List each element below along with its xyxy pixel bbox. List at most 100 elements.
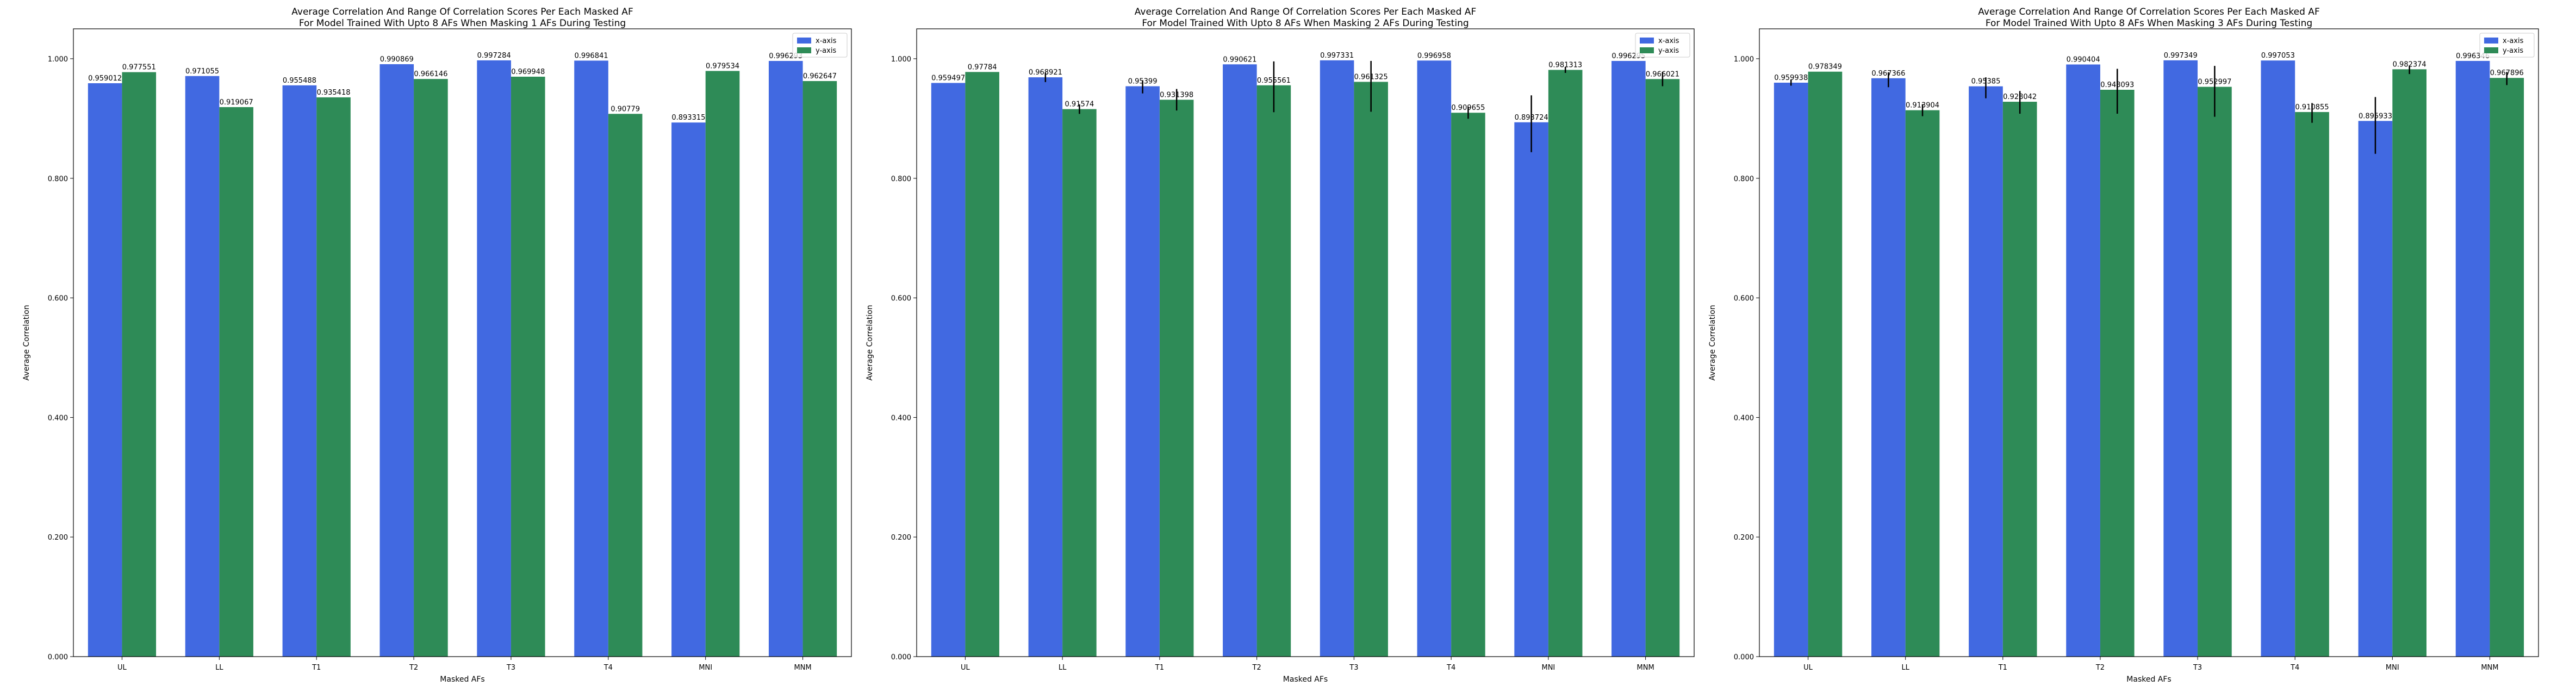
data-label: 0.952997 bbox=[2198, 78, 2231, 86]
y-tick-label: 0.400 bbox=[48, 414, 68, 422]
bar-x-axis-T2 bbox=[1223, 64, 1257, 657]
legend-swatch-x-axis bbox=[2484, 38, 2498, 44]
data-label: 0.955488 bbox=[283, 77, 316, 85]
data-label: 0.913904 bbox=[1906, 102, 1939, 110]
x-tick-label: UL bbox=[1803, 664, 1813, 672]
chart-panel-2: Average Correlation And Range Of Correla… bbox=[866, 7, 1695, 684]
y-tick-label: 0.200 bbox=[891, 534, 911, 542]
y-tick-label: 0.000 bbox=[891, 653, 911, 662]
x-tick-label: UL bbox=[961, 664, 970, 672]
y-tick-label: 0.000 bbox=[48, 653, 68, 662]
x-axis-label: Masked AFs bbox=[2126, 675, 2171, 684]
legend-label: x-axis bbox=[1658, 37, 1679, 45]
x-tick-label: MNI bbox=[699, 664, 712, 672]
bar-x-axis-T1 bbox=[282, 85, 317, 657]
x-tick-label: LL bbox=[1901, 664, 1909, 672]
y-tick-label: 0.800 bbox=[1734, 175, 1754, 183]
data-label: 0.895933 bbox=[2359, 112, 2392, 120]
bar-y-axis-UL bbox=[122, 72, 157, 657]
bar-x-axis-T4 bbox=[2261, 60, 2295, 657]
bar-y-axis-T3 bbox=[2198, 86, 2232, 657]
data-label: 0.967366 bbox=[1871, 70, 1905, 78]
bar-y-axis-MNI bbox=[1548, 70, 1583, 657]
bar-x-axis-T1 bbox=[1125, 86, 1160, 657]
legend-label: y-axis bbox=[1658, 47, 1679, 55]
data-label: 0.931398 bbox=[1160, 91, 1193, 99]
data-label: 0.997349 bbox=[2164, 52, 2198, 60]
y-axis-label: Average Correlation bbox=[1708, 305, 1717, 380]
bar-y-axis-MNI bbox=[705, 71, 740, 657]
bar-x-axis-UL bbox=[931, 83, 966, 657]
legend-label: y-axis bbox=[2503, 47, 2523, 55]
x-tick-label: LL bbox=[1059, 664, 1067, 672]
x-tick-label: T3 bbox=[506, 664, 515, 672]
x-tick-label: T3 bbox=[2193, 664, 2202, 672]
legend-label: y-axis bbox=[816, 47, 836, 55]
bar-y-axis-T2 bbox=[414, 79, 448, 657]
data-label: 0.948093 bbox=[2100, 81, 2134, 89]
data-label: 0.962647 bbox=[803, 72, 837, 81]
data-label: 0.893315 bbox=[671, 114, 705, 122]
bar-y-axis-MNM bbox=[802, 81, 837, 657]
x-tick-label: T4 bbox=[603, 664, 613, 672]
bar-x-axis-T1 bbox=[1969, 86, 2003, 657]
chart-title-line: Average Correlation And Range Of Correla… bbox=[1978, 7, 2319, 17]
chart-title-line: For Model Trained With Upto 8 AFs When M… bbox=[1986, 18, 2312, 29]
chart-title: Average Correlation And Range Of Correla… bbox=[1978, 7, 2319, 29]
x-axis-label: Masked AFs bbox=[440, 675, 484, 684]
bar-x-axis-MNM bbox=[2455, 60, 2490, 657]
bar-x-axis-MNI bbox=[2358, 121, 2393, 657]
bar-x-axis-T4 bbox=[574, 60, 608, 657]
data-label: 0.977551 bbox=[122, 64, 156, 72]
data-label: 0.979534 bbox=[706, 62, 739, 70]
bar-y-axis-LL bbox=[1062, 109, 1097, 657]
bar-x-axis-MNI bbox=[1514, 122, 1548, 657]
bar-x-axis-MNM bbox=[1611, 61, 1646, 657]
data-label: 0.967896 bbox=[2490, 69, 2524, 77]
y-tick-label: 0.000 bbox=[1734, 653, 1754, 662]
bar-x-axis-MNM bbox=[768, 61, 803, 657]
data-label: 0.95385 bbox=[1971, 78, 2001, 86]
bar-x-axis-T3 bbox=[2163, 60, 2198, 657]
data-label: 0.997331 bbox=[1320, 52, 1354, 60]
data-label: 0.909655 bbox=[1451, 104, 1485, 112]
chart-title-line: For Model Trained With Upto 8 AFs When M… bbox=[299, 18, 626, 29]
legend-label: x-axis bbox=[2503, 37, 2524, 45]
data-label: 0.981313 bbox=[1548, 61, 1582, 69]
data-label: 0.966021 bbox=[1646, 70, 1679, 78]
data-label: 0.959012 bbox=[88, 75, 122, 83]
plot-frame bbox=[1759, 28, 2539, 657]
chart-title: Average Correlation And Range Of Correla… bbox=[291, 7, 633, 29]
legend-swatch-y-axis bbox=[1640, 47, 1654, 53]
chart-title-line: For Model Trained With Upto 8 AFs When M… bbox=[1142, 18, 1469, 29]
bar-x-axis-LL bbox=[1028, 77, 1063, 657]
x-tick-label: T2 bbox=[409, 664, 418, 672]
x-tick-label: MNM bbox=[1637, 664, 1654, 672]
x-tick-label: UL bbox=[117, 664, 127, 672]
x-tick-label: MNM bbox=[2481, 664, 2498, 672]
legend-swatch-y-axis bbox=[797, 47, 811, 53]
legend-swatch-x-axis bbox=[797, 38, 811, 44]
bar-y-axis-T3 bbox=[1354, 82, 1388, 657]
y-tick-label: 1.000 bbox=[1734, 55, 1754, 64]
x-tick-label: T2 bbox=[2095, 664, 2105, 672]
bar-y-axis-T4 bbox=[608, 114, 643, 657]
y-tick-label: 0.600 bbox=[1734, 295, 1754, 303]
y-tick-label: 1.000 bbox=[891, 55, 911, 64]
data-label: 0.961325 bbox=[1354, 73, 1388, 81]
bar-y-axis-T1 bbox=[2002, 102, 2037, 657]
x-tick-label: T3 bbox=[1349, 664, 1358, 672]
data-label: 0.919067 bbox=[220, 98, 253, 107]
data-label: 0.91574 bbox=[1065, 101, 1094, 109]
x-tick-label: T1 bbox=[312, 664, 321, 672]
data-label: 0.968921 bbox=[1029, 69, 1062, 77]
x-tick-label: MNI bbox=[2386, 664, 2399, 672]
data-label: 0.935418 bbox=[316, 89, 350, 97]
y-tick-label: 0.800 bbox=[891, 175, 911, 183]
data-label: 0.990621 bbox=[1223, 55, 1256, 64]
bar-x-axis-T4 bbox=[1417, 60, 1452, 657]
data-label: 0.959938 bbox=[1774, 74, 1808, 82]
y-tick-label: 0.800 bbox=[48, 175, 68, 183]
data-label: 0.95399 bbox=[1128, 78, 1158, 86]
